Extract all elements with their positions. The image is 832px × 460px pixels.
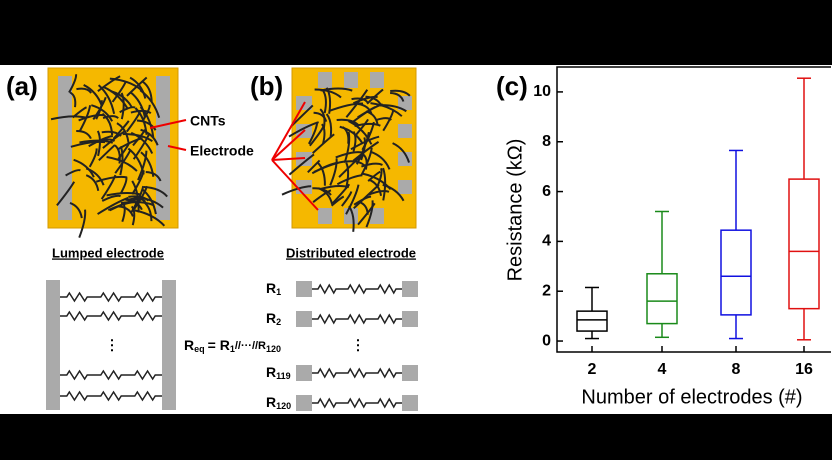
x-tick-label: 4 (658, 361, 667, 378)
y-tick-label: 4 (542, 233, 551, 250)
resistor-name: R (266, 310, 276, 326)
electrode (46, 280, 60, 410)
x-axis-title: Number of electrodes (#) (581, 386, 802, 408)
resistor-sub: 2 (276, 317, 281, 327)
pad (402, 281, 418, 297)
resistor-sub: 120 (276, 401, 291, 411)
panel-label: (c) (496, 71, 528, 101)
pad (318, 208, 332, 224)
annotation: CNTs (190, 113, 226, 129)
pad (296, 365, 312, 381)
resistor-name: R (266, 280, 276, 296)
pad (402, 311, 418, 327)
y-tick-label: 6 (542, 183, 551, 200)
y-tick-label: 2 (542, 282, 551, 299)
eq-part: //···//R (235, 340, 266, 352)
resistor-sub: 119 (276, 371, 291, 381)
pad (370, 72, 384, 88)
page: {"panel_a": {"label": "(a)", "cnts": "CN… (0, 0, 832, 460)
y-tick-label: 10 (533, 83, 551, 100)
caption: Distributed electrode (286, 245, 416, 260)
y-tick-label: 0 (542, 332, 551, 349)
electrode (58, 76, 72, 220)
eq-part: = R (208, 337, 230, 353)
x-tick-label: 8 (732, 361, 741, 378)
electrode (156, 76, 170, 220)
eq-part: R (184, 337, 194, 353)
electrode (162, 280, 176, 410)
box (721, 230, 751, 315)
pad (296, 395, 312, 411)
ellipsis: ⋮ (105, 337, 119, 353)
box (789, 179, 819, 309)
resistor-name: R (266, 394, 276, 410)
pad (318, 72, 332, 88)
ellipsis: ⋮ (351, 337, 365, 353)
box (577, 311, 607, 331)
annotation: Electrode (190, 143, 254, 159)
panel-label: (b) (250, 71, 283, 101)
pad (402, 395, 418, 411)
box (647, 274, 677, 324)
caption: Lumped electrode (52, 245, 164, 260)
eq-sub: eq (194, 344, 205, 354)
pad (344, 72, 358, 88)
y-axis-title: Resistance (kΩ) (504, 139, 526, 282)
resistor-sub: 1 (276, 287, 281, 297)
pad (398, 180, 412, 194)
pad (296, 281, 312, 297)
panel-label: (a) (6, 71, 38, 101)
pad (398, 124, 412, 138)
eq-sub: 120 (266, 344, 281, 354)
resistor-name: R (266, 364, 276, 380)
x-tick-label: 2 (588, 361, 597, 378)
x-tick-label: 16 (795, 361, 813, 378)
pad (296, 311, 312, 327)
pad (402, 365, 418, 381)
figure: (a) CNTs Electrode Lumped electrode ⋮ Re… (0, 0, 832, 460)
y-tick-label: 8 (542, 133, 551, 150)
